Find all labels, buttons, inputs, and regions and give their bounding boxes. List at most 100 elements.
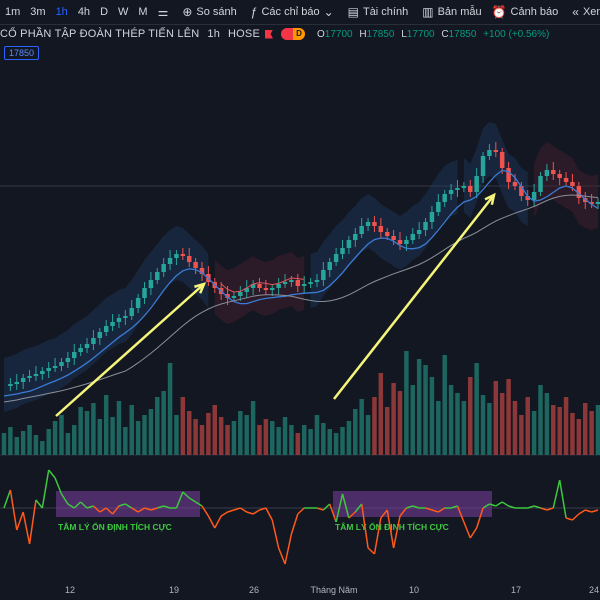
- flag-icon[interactable]: [265, 29, 273, 39]
- chart-type-button[interactable]: ⚌: [153, 0, 174, 24]
- interval-d[interactable]: D: [100, 6, 109, 18]
- oscillator-segment: [290, 513, 299, 535]
- alert-button[interactable]: ⏰ Cảnh báo: [487, 0, 564, 24]
- candle-body: [410, 234, 416, 240]
- oscillator-segment: [508, 505, 516, 509]
- volume-bar: [333, 433, 339, 455]
- volume-bar: [103, 395, 109, 455]
- volume-bar: [289, 425, 294, 455]
- x-tick-label: 10: [408, 585, 420, 595]
- candle-body: [468, 186, 473, 192]
- oscillator-segment: [501, 501, 509, 507]
- volume-bar: [72, 425, 77, 455]
- market-status-badge[interactable]: D: [281, 28, 305, 40]
- candle-body: [289, 280, 294, 282]
- volume-bar: [506, 379, 511, 455]
- interval-4h[interactable]: 4h: [77, 6, 91, 18]
- oscillator-segment: [386, 509, 395, 549]
- oscillator-segment: [22, 511, 31, 545]
- oscillator-segment: [99, 507, 107, 513]
- oscillator-segment: [482, 503, 490, 509]
- candle-body: [97, 332, 103, 338]
- low-label: L: [401, 28, 407, 40]
- candle-body: [193, 262, 198, 268]
- candle-body: [531, 192, 537, 200]
- slow-ma-line: [3, 194, 599, 403]
- interval-3m[interactable]: 3m: [30, 6, 46, 18]
- x-tick-label: 17: [510, 585, 522, 595]
- volume-bar: [365, 415, 371, 455]
- interval-1h[interactable]: 1h: [55, 6, 68, 18]
- volume-bar: [199, 425, 205, 455]
- oscillator-segment: [558, 479, 567, 519]
- oscillator-segment: [201, 505, 210, 517]
- indicators-button[interactable]: ƒ Các chỉ báo ⌄: [246, 0, 339, 24]
- trend-arrows: [55, 192, 496, 417]
- oscillator-segment: [220, 511, 228, 517]
- volume-bar: [186, 411, 192, 455]
- candle-body: [250, 284, 256, 288]
- volume-bar: [78, 407, 83, 455]
- oscillator-segment: [3, 489, 12, 509]
- oscillator-segment: [348, 511, 356, 519]
- candle-body: [487, 150, 492, 156]
- interval-w[interactable]: W: [118, 6, 129, 18]
- compare-label: So sánh: [196, 6, 237, 18]
- x-tick-label: 12: [64, 585, 76, 595]
- oscillator-segment: [246, 511, 254, 515]
- candle-body: [59, 362, 64, 366]
- interval-1m[interactable]: 1m: [5, 6, 21, 18]
- candle-body: [538, 176, 543, 192]
- volume-bar: [576, 419, 582, 455]
- interval-m[interactable]: M: [138, 6, 148, 18]
- candle-body: [276, 284, 281, 288]
- candle-body: [186, 256, 192, 262]
- volume-bar: [423, 365, 428, 455]
- candle-body: [135, 298, 141, 308]
- candle-body: [595, 202, 600, 204]
- volume-bar: [416, 359, 422, 455]
- volume-bar: [468, 377, 473, 455]
- oscillator-segment: [571, 513, 580, 521]
- volume-bar: [65, 433, 71, 455]
- volume-bar: [59, 415, 64, 455]
- candle-body: [499, 152, 505, 168]
- volume-bar: [391, 383, 396, 455]
- oscillator-segment: [360, 503, 369, 549]
- volume-bar: [263, 419, 269, 455]
- ohlc-values: O17700 H17850 L17700 C17850 +100 (+0.56%…: [317, 29, 553, 40]
- candle-body: [397, 240, 403, 244]
- replay-button[interactable]: «Xem lại: [567, 0, 600, 24]
- oscillator-segment: [533, 505, 541, 509]
- zone-label: TÂM LÝ ỔN ĐỊNH TÍCH CỰC: [58, 521, 172, 532]
- symbol-legend: CỔ PHẦN TẬP ĐOÀN THÉP TIẾN LÊN 1h HOSE D…: [0, 25, 600, 43]
- oscillator-segment: [591, 509, 599, 513]
- oscillator-segment: [578, 509, 586, 515]
- volume-bar: [353, 409, 358, 455]
- oscillator-segment: [412, 505, 420, 509]
- volume-bar: [557, 407, 562, 455]
- oscillator-segment: [259, 507, 267, 511]
- templates-button[interactable]: ▥ Bản mẫu: [417, 0, 486, 24]
- candle-body: [33, 374, 39, 376]
- symbol-name[interactable]: CỔ PHẦN TẬP ĐOÀN THÉP TIẾN LÊN: [0, 28, 200, 40]
- volume-bar: [384, 407, 390, 455]
- open-label: O: [317, 28, 325, 40]
- high-label: H: [359, 28, 367, 40]
- candle-body: [570, 182, 575, 186]
- compare-button[interactable]: ⊕ So sánh: [177, 0, 241, 24]
- candlestick-series: [8, 142, 600, 391]
- volume-bar: [270, 421, 275, 455]
- volume-bar: [14, 437, 20, 455]
- volume-bar: [129, 405, 134, 455]
- volume-bar: [499, 393, 505, 455]
- volume-bar: [97, 419, 103, 455]
- sentiment-zone: [333, 491, 492, 517]
- candle-body: [84, 344, 90, 348]
- candle-body: [404, 240, 409, 244]
- volume-bar: [538, 385, 543, 455]
- candle-body: [391, 236, 396, 240]
- financials-button[interactable]: ▤ Tài chính: [343, 0, 414, 24]
- candle-body: [27, 376, 32, 378]
